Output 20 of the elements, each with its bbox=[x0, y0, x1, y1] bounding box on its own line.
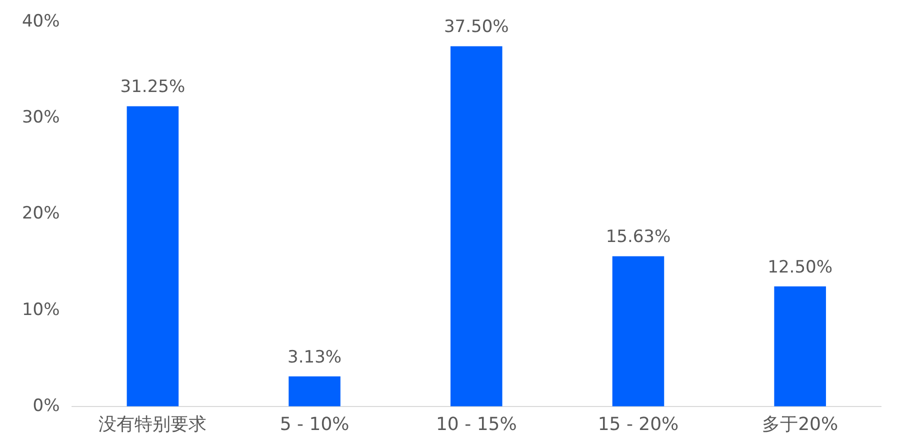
x-tick-label: 15 - 20% bbox=[598, 414, 679, 435]
x-tick-label: 没有特别要求 bbox=[98, 414, 207, 435]
y-tick-label: 0% bbox=[32, 396, 60, 416]
x-tick-label: 多于20% bbox=[762, 414, 838, 435]
bar bbox=[126, 106, 179, 406]
x-tick-label: 10 - 15% bbox=[436, 414, 517, 435]
bar bbox=[774, 286, 826, 406]
data-label: 31.25% bbox=[120, 77, 186, 98]
data-label: 37.50% bbox=[444, 17, 509, 38]
y-tick-label: 40% bbox=[22, 12, 60, 32]
bar bbox=[612, 256, 664, 406]
x-tick-label: 5 - 10% bbox=[280, 414, 350, 435]
data-label: 12.50% bbox=[768, 257, 832, 278]
bar bbox=[450, 46, 502, 406]
data-label: 15.63% bbox=[606, 227, 671, 248]
y-tick-label: 10% bbox=[22, 300, 60, 320]
y-tick-label: 20% bbox=[22, 204, 60, 224]
y-tick-label: 30% bbox=[22, 108, 60, 128]
bar bbox=[288, 376, 340, 406]
data-label: 3.13% bbox=[288, 347, 342, 368]
